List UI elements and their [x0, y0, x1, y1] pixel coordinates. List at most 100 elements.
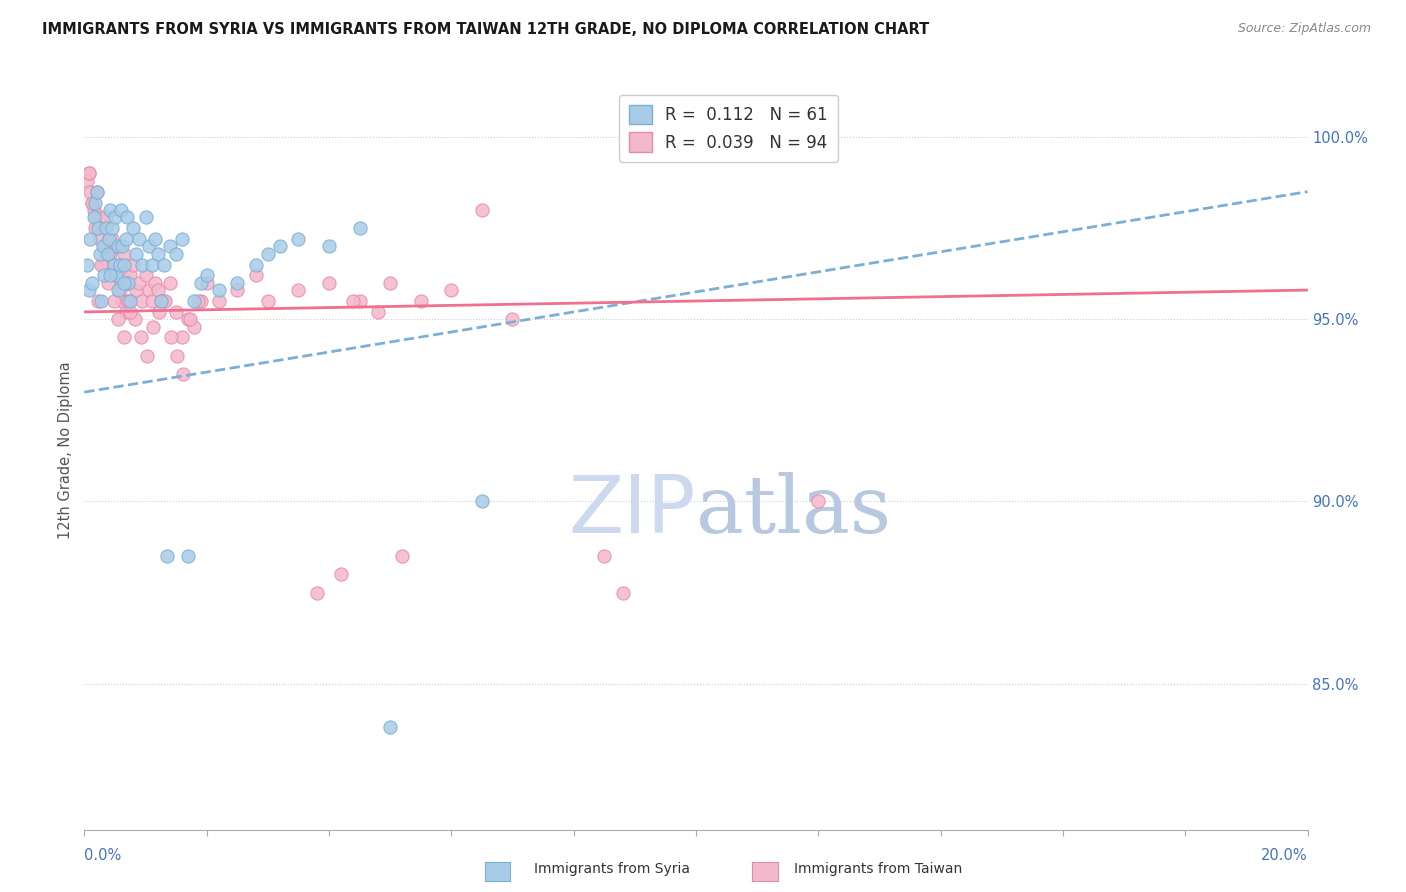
Point: [257, 246, 280, 260]
Point: [160, 330, 183, 344]
Point: [138, 283, 160, 297]
Point: [471, 202, 494, 217]
Point: [380, 276, 402, 290]
Point: [128, 232, 150, 246]
Point: [110, 202, 132, 217]
Text: Immigrants from Syria: Immigrants from Syria: [534, 862, 690, 876]
Point: [98, 202, 121, 217]
Point: [83, 210, 105, 224]
Point: [107, 283, 129, 297]
Point: [91, 239, 114, 253]
Point: [76, 174, 98, 188]
Point: [165, 246, 187, 260]
Point: [143, 276, 166, 290]
Point: [245, 258, 267, 272]
Point: [226, 276, 249, 290]
Point: [89, 232, 111, 246]
Point: [124, 312, 146, 326]
Point: [77, 166, 100, 180]
Point: [190, 276, 212, 290]
Point: [93, 268, 115, 283]
Point: [149, 293, 172, 308]
Point: [115, 210, 138, 224]
Point: [172, 330, 194, 344]
Point: [112, 246, 135, 260]
Point: [80, 195, 103, 210]
Point: [391, 549, 413, 564]
Point: [156, 549, 179, 564]
Point: [83, 202, 105, 217]
Point: [112, 330, 135, 344]
Point: [208, 293, 231, 308]
Point: [195, 268, 218, 283]
Point: [101, 232, 124, 246]
Point: [502, 312, 524, 326]
Point: [107, 312, 129, 326]
Point: [110, 268, 132, 283]
Point: [153, 258, 176, 272]
Point: [94, 246, 117, 260]
Point: [97, 232, 120, 246]
Point: [97, 246, 120, 260]
Point: [103, 258, 125, 272]
Point: [367, 305, 389, 319]
Point: [131, 258, 153, 272]
Point: [138, 239, 160, 253]
Point: [146, 283, 169, 297]
Point: [257, 293, 280, 308]
Point: [97, 258, 120, 272]
Point: [349, 293, 371, 308]
Point: [165, 305, 187, 319]
Point: [146, 246, 169, 260]
Point: [141, 258, 163, 272]
Point: [409, 293, 432, 308]
Point: [186, 293, 208, 308]
Point: [141, 293, 163, 308]
Point: [125, 246, 148, 260]
Point: [148, 305, 170, 319]
Point: [112, 276, 135, 290]
Point: [179, 312, 201, 326]
Point: [105, 239, 128, 253]
Text: IMMIGRANTS FROM SYRIA VS IMMIGRANTS FROM TAIWAN 12TH GRADE, NO DIPLOMA CORRELATI: IMMIGRANTS FROM SYRIA VS IMMIGRANTS FROM…: [42, 22, 929, 37]
Point: [111, 239, 134, 253]
Legend: R =  0.112   N = 61, R =  0.039   N = 94: R = 0.112 N = 61, R = 0.039 N = 94: [619, 95, 838, 161]
Point: [94, 210, 117, 224]
Point: [77, 283, 100, 297]
Point: [153, 293, 176, 308]
Point: [122, 258, 145, 272]
Point: [349, 221, 371, 235]
Point: [103, 293, 125, 308]
Point: [104, 268, 127, 283]
Point: [115, 232, 138, 246]
Point: [330, 567, 353, 582]
Point: [107, 239, 129, 253]
Point: [107, 258, 129, 272]
Point: [94, 221, 117, 235]
Point: [94, 246, 117, 260]
Text: atlas: atlas: [696, 472, 891, 550]
Point: [471, 494, 494, 508]
Point: [159, 276, 181, 290]
Point: [208, 283, 231, 297]
Point: [112, 258, 135, 272]
Point: [104, 210, 127, 224]
Point: [97, 232, 120, 246]
Point: [142, 319, 165, 334]
Point: [318, 239, 340, 253]
Point: [115, 276, 138, 290]
Point: [135, 210, 157, 224]
Point: [101, 239, 124, 253]
Point: [153, 293, 176, 308]
Point: [111, 293, 134, 308]
Point: [77, 166, 100, 180]
Point: [287, 283, 309, 297]
Point: [87, 221, 110, 235]
Point: [117, 276, 139, 290]
Point: [98, 268, 121, 283]
Point: [79, 185, 101, 199]
Text: Immigrants from Taiwan: Immigrants from Taiwan: [794, 862, 963, 876]
Point: [93, 239, 115, 253]
Point: [807, 494, 830, 508]
Point: [612, 585, 634, 599]
